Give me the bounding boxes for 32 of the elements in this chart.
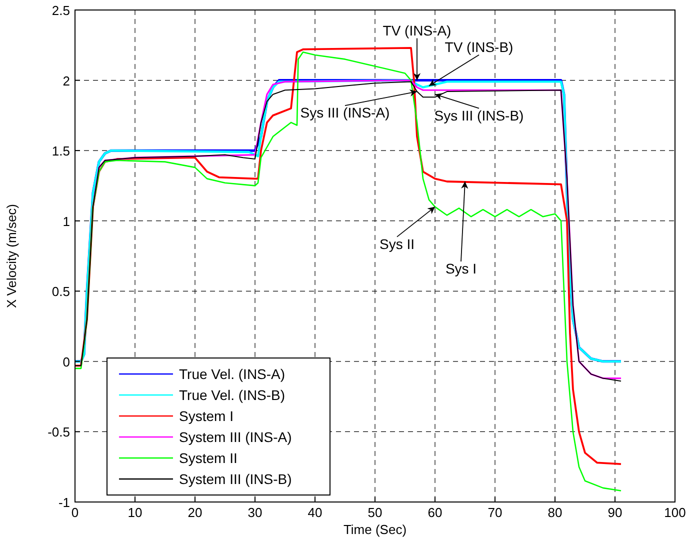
y-tick-label: 1.5	[52, 144, 70, 159]
y-tick-label: 0.5	[52, 284, 70, 300]
annotation: Sys I	[445, 260, 477, 276]
x-tick-label: 10	[128, 505, 142, 520]
annotation: Sys III (INS-B)	[434, 107, 524, 124]
x-tick-label: 30	[248, 505, 262, 520]
legend-label: System III (INS-A)	[179, 429, 292, 445]
legend-label: System I	[179, 408, 234, 424]
annotation: TV (INS-B)	[444, 38, 514, 55]
y-tick-label: -0.5	[48, 424, 70, 440]
x-tick-label: 90	[608, 505, 622, 520]
x-tick-label: 70	[488, 505, 502, 520]
x-tick-label: 100	[664, 505, 686, 520]
x-tick-label: 80	[548, 505, 562, 520]
y-tick-label: -1	[58, 495, 70, 510]
legend-label: True Vel. (INS-A)	[179, 366, 286, 382]
x-tick-label: 40	[308, 505, 322, 520]
x-tick-label: 50	[368, 505, 382, 520]
y-tick-label: 2	[62, 73, 70, 88]
annotation: Sys II	[379, 236, 415, 252]
x-axis-title: Time (Sec)	[343, 522, 407, 537]
legend-label: System II	[179, 450, 238, 466]
y-axis-title: X Velocity (m/sec)	[4, 204, 19, 308]
y-tick-label: 0	[62, 354, 70, 370]
x-tick-label: 20	[188, 505, 202, 520]
y-tick-label: 1	[62, 214, 70, 229]
annotation: TV (INS-A)	[382, 22, 452, 38]
annotation: Sys III (INS-A)	[300, 104, 390, 121]
legend-label: True Vel. (INS-B)	[179, 387, 286, 403]
legend-label: System III (INS-B)	[179, 471, 292, 487]
x-tick-label: 60	[428, 505, 442, 520]
y-tick-label: 2.5	[52, 3, 70, 18]
